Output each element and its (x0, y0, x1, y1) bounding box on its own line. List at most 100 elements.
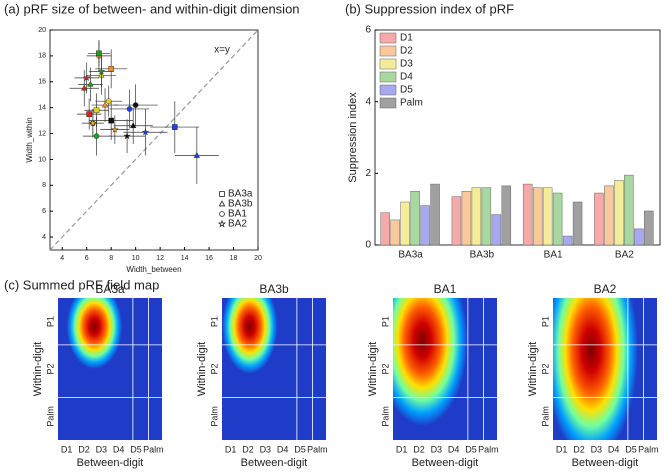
legend-label: D4 (400, 72, 413, 83)
x-tick-label: 8 (109, 255, 113, 262)
panel-a-title: (a) pRF size of between- and within-digi… (4, 1, 300, 16)
scatter-point (97, 67, 106, 75)
y-tick-label: 12 (38, 130, 46, 137)
scatter-point (88, 119, 97, 127)
map-peak (66, 298, 123, 369)
y-tick-label: Palm (540, 406, 550, 427)
y-tick-label: 18 (38, 53, 46, 60)
legend-label: BA3a (228, 189, 253, 200)
y-tick-label: P2 (380, 363, 390, 374)
x-tick-label: D4 (113, 444, 125, 454)
bar (522, 183, 533, 246)
x-tick-label: D4 (448, 444, 460, 454)
bar (451, 196, 462, 246)
scatter-point (82, 73, 91, 82)
map-title: BA1 (434, 282, 457, 296)
bar (430, 183, 440, 246)
x-tick-label: D1 (556, 444, 568, 454)
legend-label: D2 (400, 46, 413, 57)
bar (420, 205, 430, 246)
bar (604, 185, 614, 246)
y-tick-label: 10 (38, 156, 46, 163)
bar (390, 219, 400, 246)
x-tick-label: D3 (431, 444, 443, 454)
y-tick-label: P2 (540, 363, 550, 374)
x-tick-label: Palm (143, 444, 164, 454)
y-tick-label: 4 (365, 96, 371, 107)
plot-frame (374, 29, 661, 246)
x-axis-label: Between-digit (572, 457, 639, 469)
y-tick-label: 0 (365, 240, 371, 251)
bar (614, 180, 624, 246)
legend-label: BA2 (228, 219, 247, 230)
y-tick-label: P1 (540, 316, 550, 327)
scatter-point (132, 102, 139, 108)
scatter-point (111, 125, 119, 133)
bar (572, 201, 583, 246)
x-tick-label: D2 (242, 444, 254, 454)
legend-marker (218, 200, 226, 207)
x-tick-label: 6 (85, 255, 89, 262)
legend-swatch (379, 45, 397, 57)
y-axis-label: Within-digit (32, 342, 44, 396)
scatter-point (96, 50, 102, 57)
scatter-point (93, 133, 100, 139)
scatter-point (130, 122, 137, 129)
x-tick-label: BA3a (398, 250, 423, 261)
bar (552, 192, 563, 246)
x-tick-label: D3 (260, 444, 272, 454)
plot-frame (49, 29, 259, 251)
scatter-point (87, 80, 94, 87)
y-tick-label: P2 (45, 363, 55, 374)
x-tick-label: D3 (96, 444, 108, 454)
x-tick-label: Palm (307, 444, 328, 454)
bar (501, 185, 512, 246)
y-tick-label: 16 (38, 79, 46, 86)
x-axis-label: Between-digit (412, 457, 479, 469)
bar (624, 174, 634, 246)
scatter-point (93, 107, 100, 114)
x-axis-label: Width_between (126, 265, 181, 274)
y-tick-label: P1 (380, 316, 390, 327)
bar (461, 191, 472, 246)
y-tick-label: 20 (38, 27, 46, 34)
y-axis-label: Within-digit (196, 342, 208, 396)
y-tick-label: P1 (45, 316, 55, 327)
scatter-point (105, 98, 112, 104)
legend-label: BA3b (228, 199, 253, 210)
x-tick-label: D5 (130, 444, 142, 454)
legend-label: D3 (400, 59, 413, 70)
x-tick-label: 16 (205, 255, 213, 262)
scatter-point (126, 106, 133, 112)
x-tick-label: BA3b (470, 250, 495, 261)
scatter-point (108, 117, 114, 124)
y-tick-label: 4 (42, 234, 46, 241)
y-tick-label: P2 (209, 363, 219, 374)
x-tick-label: D5 (625, 444, 637, 454)
x-tick-label: Palm (478, 444, 499, 454)
legend-label: D5 (400, 85, 413, 96)
x-tick-label: 12 (156, 255, 164, 262)
panel-c-title: (c) Summed pRF field map (4, 277, 159, 292)
x-tick-label: D4 (277, 444, 289, 454)
y-tick-label: Palm (380, 406, 390, 427)
identity-line (49, 29, 259, 251)
scatter-point (193, 151, 201, 158)
y-axis-label: Within-digit (527, 342, 539, 396)
x-tick-label: 14 (181, 255, 189, 262)
bar (634, 228, 644, 246)
map-title: BA3b (259, 282, 289, 296)
bar (410, 191, 420, 246)
x-tick-label: D1 (396, 444, 408, 454)
legend-swatch (379, 84, 397, 96)
scatter-point (101, 101, 109, 108)
legend-marker (217, 219, 227, 228)
scatter-point (108, 66, 114, 72)
y-tick-label: 2 (365, 168, 371, 179)
x-tick-label: BA1 (544, 250, 563, 261)
legend-swatch (379, 97, 397, 109)
y-tick-label: 8 (42, 182, 46, 189)
bar (594, 192, 604, 246)
x-tick-label: 4 (60, 255, 64, 262)
